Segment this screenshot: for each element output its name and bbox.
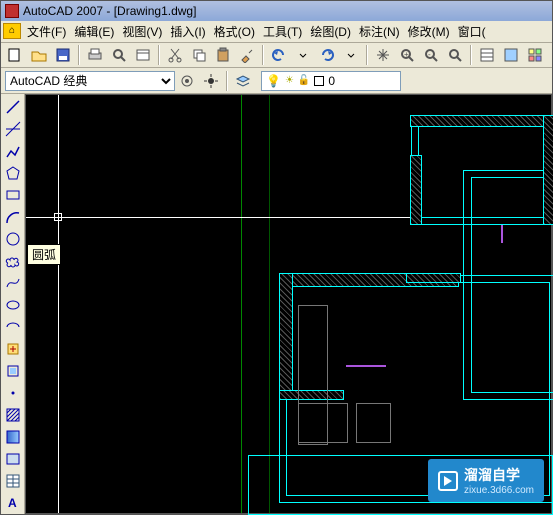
preview-icon[interactable] — [108, 44, 130, 66]
save-icon[interactable] — [52, 44, 74, 66]
menu-file[interactable]: 文件(F) — [23, 21, 70, 42]
main-area: A 圆弧 溜溜自学 zixue.3d66.com — [1, 94, 552, 514]
pan-icon[interactable] — [372, 44, 394, 66]
zoom-rt-icon[interactable]: + — [396, 44, 418, 66]
pline-icon[interactable] — [3, 141, 23, 161]
redo-icon[interactable] — [316, 44, 338, 66]
revcloud-icon[interactable] — [3, 251, 23, 271]
layer-on-icon: 💡 — [266, 74, 281, 88]
menu-insert[interactable]: 插入(I) — [166, 21, 209, 42]
layer-combo[interactable]: 💡 ☀ 🔓 0 — [261, 71, 401, 91]
paste-icon[interactable] — [212, 44, 234, 66]
hatch-icon[interactable] — [3, 405, 23, 425]
window-title: AutoCAD 2007 - [Drawing1.dwg] — [23, 4, 196, 18]
matchprop-icon[interactable] — [236, 44, 258, 66]
tool-icon[interactable] — [524, 44, 546, 66]
arc-icon[interactable] — [3, 207, 23, 227]
drawing-area[interactable]: 圆弧 溜溜自学 zixue.3d66.com — [25, 94, 552, 514]
svg-text:+: + — [404, 50, 409, 59]
open-icon[interactable] — [28, 44, 50, 66]
xline-icon[interactable] — [3, 119, 23, 139]
insert-icon[interactable] — [3, 339, 23, 359]
svg-text:-: - — [428, 50, 431, 59]
copy-icon[interactable] — [188, 44, 210, 66]
polygon-icon[interactable] — [3, 163, 23, 183]
menu-bar: ⌂ 文件(F) 编辑(E) 视图(V) 插入(I) 格式(O) 工具(T) 绘图… — [1, 21, 552, 43]
menu-tools[interactable]: 工具(T) — [259, 21, 306, 42]
standard-toolbar: + - — [1, 43, 552, 69]
circle-icon[interactable] — [3, 229, 23, 249]
workspace-select[interactable]: AutoCAD 经典 — [5, 71, 175, 91]
draw-toolbar: A — [1, 94, 25, 514]
props-icon[interactable] — [476, 44, 498, 66]
layer-color-icon — [314, 76, 324, 86]
menu-modify[interactable]: 修改(M) — [404, 21, 454, 42]
line-icon[interactable] — [3, 97, 23, 117]
play-icon — [438, 471, 458, 491]
menu-view[interactable]: 视图(V) — [118, 21, 166, 42]
title-bar: AutoCAD 2007 - [Drawing1.dwg] — [1, 1, 552, 21]
layer-name: 0 — [328, 74, 335, 88]
rect-icon[interactable] — [3, 185, 23, 205]
table-icon[interactable] — [3, 471, 23, 491]
ellipsearc-icon[interactable] — [3, 317, 23, 337]
undo-icon[interactable] — [268, 44, 290, 66]
publish-icon[interactable] — [132, 44, 154, 66]
zoom-prev-icon[interactable] — [444, 44, 466, 66]
watermark-url: zixue.3d66.com — [464, 485, 534, 496]
watermark-title: 溜溜自学 — [464, 467, 520, 483]
layer-mgr-icon[interactable] — [232, 70, 254, 92]
zoom-win-icon[interactable]: - — [420, 44, 442, 66]
cut-icon[interactable] — [164, 44, 186, 66]
point-icon[interactable] — [3, 383, 23, 403]
ellipse-icon[interactable] — [3, 295, 23, 315]
menu-edit[interactable]: 编辑(E) — [70, 21, 118, 42]
menu-dim[interactable]: 标注(N) — [355, 21, 404, 42]
menu-window[interactable]: 窗口( — [454, 21, 490, 42]
gradient-icon[interactable] — [3, 427, 23, 447]
app-logo-icon: ⌂ — [3, 23, 21, 39]
workspace-row: AutoCAD 经典 💡 ☀ 🔓 0 — [1, 68, 552, 94]
dc-icon[interactable] — [500, 44, 522, 66]
menu-draw[interactable]: 绘图(D) — [306, 21, 355, 42]
tooltip: 圆弧 — [27, 244, 61, 265]
menu-format[interactable]: 格式(O) — [210, 21, 259, 42]
svg-text:A: A — [8, 496, 17, 510]
layer-lock-icon: 🔓 — [298, 75, 310, 86]
ws-sun-icon[interactable] — [200, 70, 222, 92]
ws-gear-icon[interactable] — [176, 70, 198, 92]
mtext-icon[interactable]: A — [3, 493, 23, 513]
block-icon[interactable] — [3, 361, 23, 381]
plot-icon[interactable] — [84, 44, 106, 66]
spline-icon[interactable] — [3, 273, 23, 293]
app-icon — [5, 4, 19, 18]
new-icon[interactable] — [4, 44, 26, 66]
region-icon[interactable] — [3, 449, 23, 469]
layer-freeze-icon: ☀ — [285, 75, 294, 86]
watermark: 溜溜自学 zixue.3d66.com — [428, 459, 544, 502]
redo-dropdown-icon[interactable] — [340, 44, 362, 66]
undo-dropdown-icon[interactable] — [292, 44, 314, 66]
